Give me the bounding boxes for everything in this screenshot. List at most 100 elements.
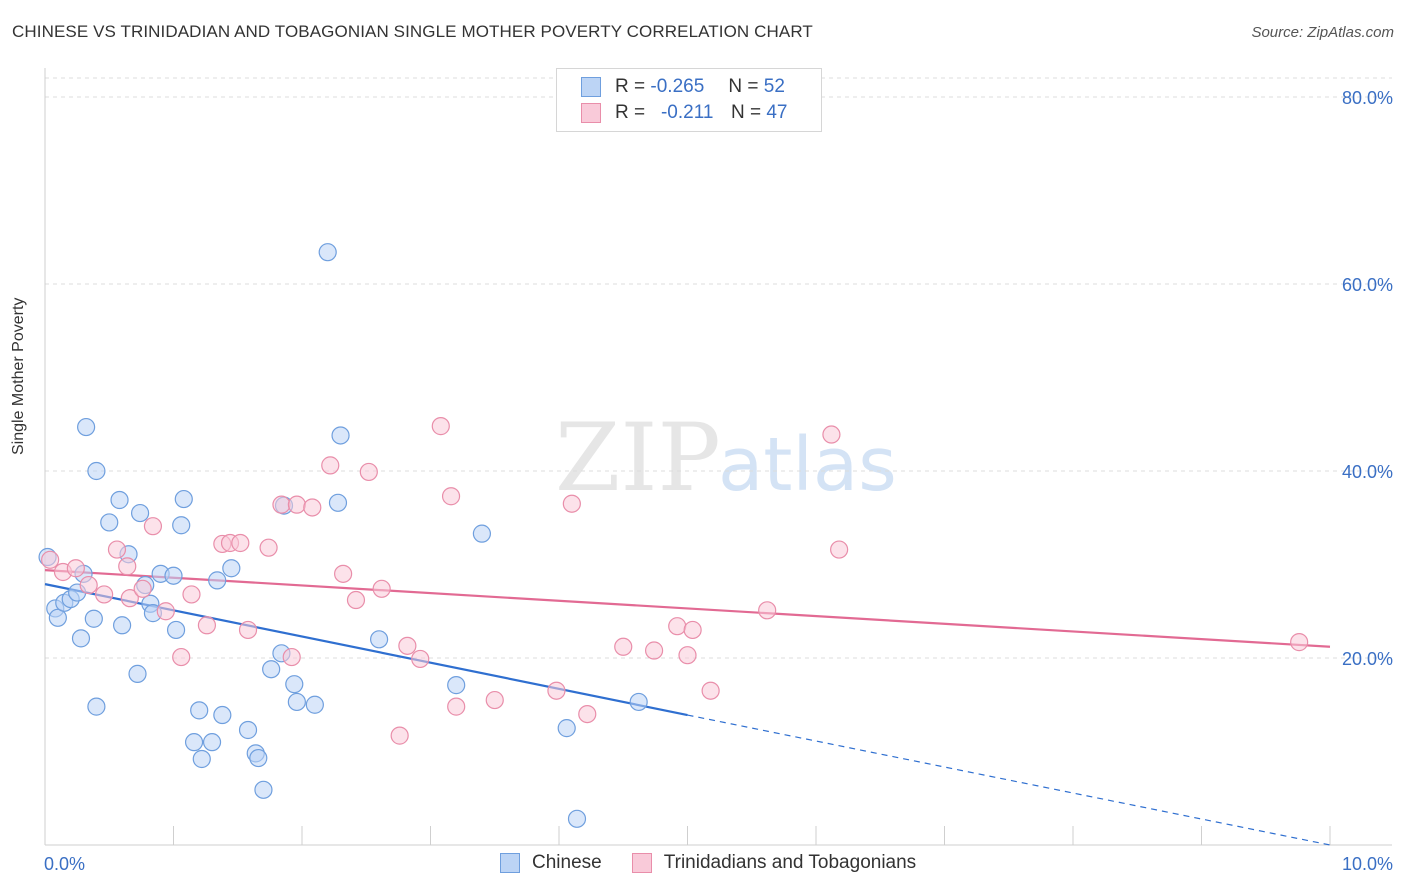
chinese-point <box>629 692 648 712</box>
chinese-point <box>174 489 193 509</box>
chinese-point <box>130 503 150 523</box>
chinese-trend-extension <box>687 714 1331 846</box>
chinese-point <box>87 461 106 481</box>
tt-point <box>411 649 430 669</box>
tt-point <box>644 641 664 660</box>
tt-point <box>822 425 841 444</box>
tt-point <box>282 647 301 667</box>
tt-point <box>156 602 175 621</box>
n-value: 47 <box>766 102 788 123</box>
tt-point <box>390 726 409 745</box>
chinese-point <box>222 559 241 578</box>
n-label: N = <box>728 76 759 97</box>
tt-point <box>562 494 581 513</box>
chinese-point <box>100 513 119 532</box>
legend-label-tt: Trinidadians and Tobagonians <box>663 852 917 873</box>
watermark: ZIP atlas <box>555 404 897 513</box>
tt-point <box>441 487 461 506</box>
stats-row-tt: R = -0.211 N = 47 <box>581 101 787 125</box>
n-value: 52 <box>763 76 785 97</box>
chinese-point <box>77 417 96 437</box>
tt-point <box>238 620 258 640</box>
tt-point <box>334 564 353 583</box>
watermark-zip: ZIP <box>555 404 721 513</box>
tt-point <box>133 579 152 598</box>
n-label: N = <box>730 102 762 123</box>
tt-point <box>272 495 291 514</box>
chinese-point <box>447 676 466 695</box>
tt-point <box>231 533 250 553</box>
chinese-point <box>110 490 129 510</box>
x-tick-label: 10.0% <box>1342 854 1393 874</box>
tt-point <box>830 540 849 559</box>
r-label: R = <box>615 76 646 97</box>
chart-title: CHINESE VS TRINIDADIAN AND TOBAGONIAN SI… <box>12 22 813 41</box>
tt-point <box>143 517 163 536</box>
tt-point <box>172 647 191 667</box>
tt-point <box>66 559 85 578</box>
tt-point <box>678 646 697 665</box>
tt-point <box>668 617 687 636</box>
chinese-point <box>370 630 389 649</box>
r-value: -0.211 <box>660 102 714 123</box>
legend-item-tt[interactable]: Trinidadians and Tobagonians <box>631 852 917 874</box>
chinese-point <box>112 616 132 635</box>
tt-point <box>303 498 322 517</box>
chinese-point <box>557 719 576 738</box>
chinese-point <box>48 608 67 627</box>
stats-legend: R = -0.265 N = 52 R = -0.211 N = 47 <box>556 68 822 132</box>
tt-point <box>95 585 114 604</box>
tt-point <box>287 495 306 514</box>
y-tick-label: 60.0% <box>1342 275 1393 295</box>
y-tick-label: 40.0% <box>1342 462 1393 482</box>
chinese-swatch <box>581 77 601 97</box>
tt-point <box>120 589 139 608</box>
chinese-point <box>208 571 227 590</box>
tt-point <box>41 550 60 569</box>
chinese-point <box>318 243 337 262</box>
legend-item-chinese[interactable]: Chinese <box>500 852 602 874</box>
y-axis-label: Single Mother Poverty <box>10 297 27 455</box>
legend-label-chinese: Chinese <box>532 852 602 873</box>
x-tick-label: 0.0% <box>44 854 85 874</box>
chinese-point <box>472 524 491 543</box>
r-label: R = <box>615 102 646 123</box>
tt-point <box>107 540 127 559</box>
tt-point <box>118 557 137 576</box>
tt-point <box>346 590 366 610</box>
y-tick-label: 20.0% <box>1342 649 1393 669</box>
tt-point <box>197 616 217 635</box>
chinese-point <box>84 609 103 628</box>
tt-point <box>1290 633 1309 652</box>
tt-point <box>578 704 597 724</box>
stats-row-chinese: R = -0.265 N = 52 <box>581 75 785 99</box>
chinese-point <box>262 660 281 679</box>
tt-point <box>259 538 278 557</box>
chinese-point <box>202 733 222 752</box>
tt-point <box>431 417 450 436</box>
chinese-point <box>287 692 306 712</box>
source-label: Source: ZipAtlas.com <box>1251 24 1394 41</box>
chinese-point <box>166 620 186 640</box>
chinese-point <box>172 516 191 535</box>
y-tick-label: 80.0% <box>1342 88 1393 108</box>
chinese-point <box>331 426 350 445</box>
tt-point <box>182 585 201 604</box>
tt-point <box>447 697 466 716</box>
tt-point <box>758 601 777 620</box>
chinese-point <box>567 809 587 828</box>
chinese-point <box>213 705 232 725</box>
chinese-point <box>192 749 211 769</box>
tt-point <box>398 636 417 655</box>
chinese-point <box>249 748 268 768</box>
tt-swatch <box>631 853 652 873</box>
tt-point <box>547 681 566 700</box>
tt-point <box>321 456 340 475</box>
tt-swatch <box>581 103 601 123</box>
tt-point <box>372 579 391 598</box>
chinese-point <box>328 493 348 512</box>
chinese-point <box>285 675 304 694</box>
chinese-point <box>305 695 324 714</box>
tt-trend-line <box>44 569 1331 648</box>
